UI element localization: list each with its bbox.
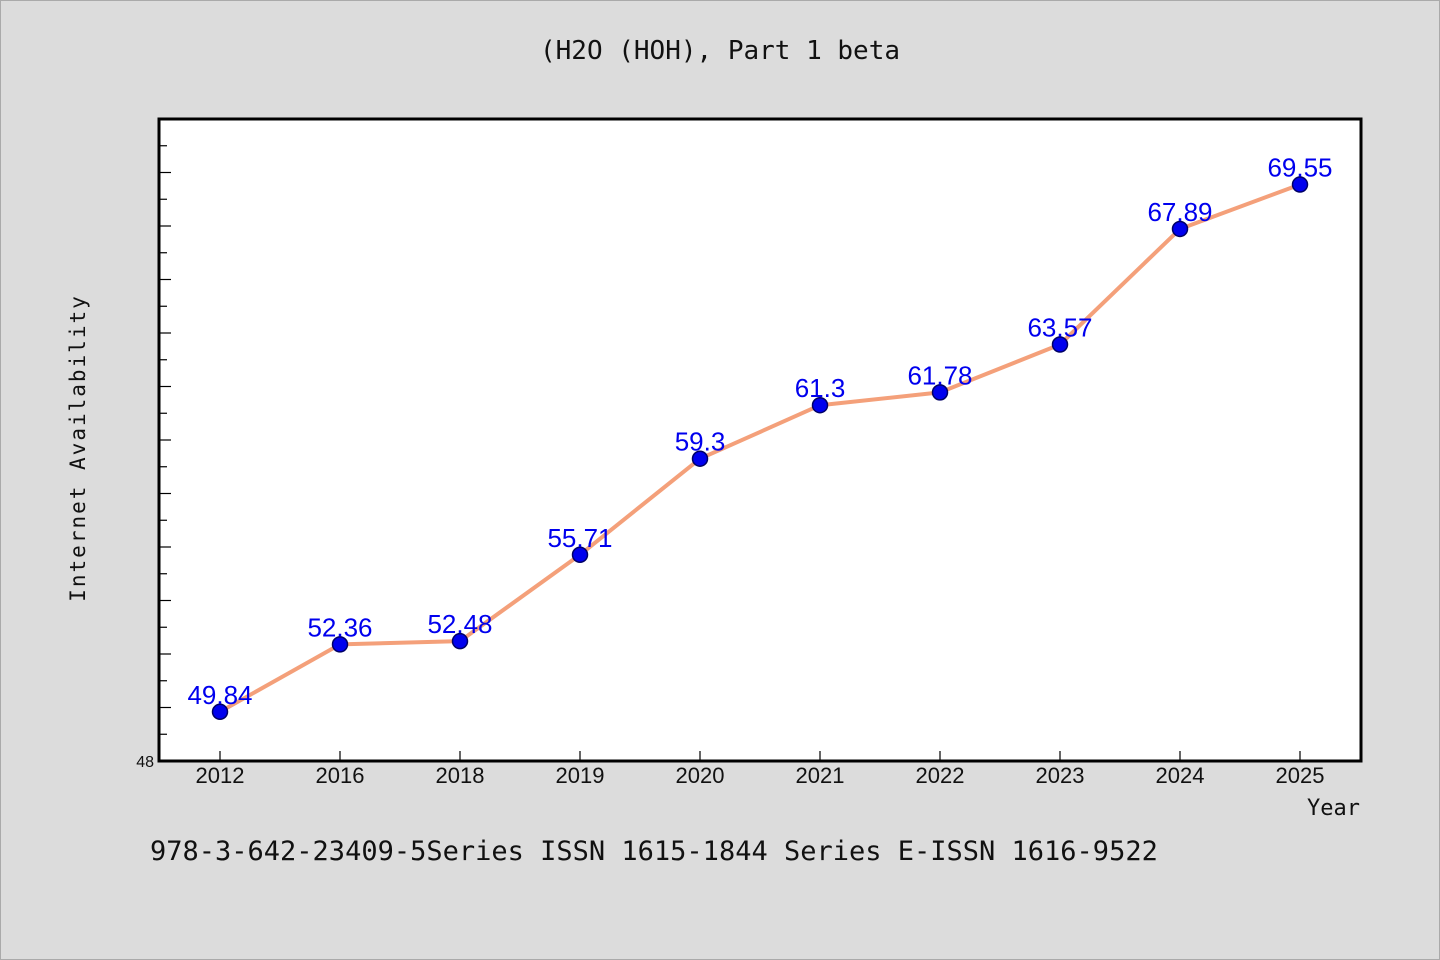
data-label: 49.84 <box>187 680 252 710</box>
data-label: 52.36 <box>307 612 372 642</box>
y-tick-label: 48 <box>136 754 154 771</box>
data-point <box>571 546 589 564</box>
x-axis-label: Year <box>1307 796 1360 821</box>
data-point <box>931 384 949 401</box>
data-label: 59.3 <box>675 427 726 457</box>
data-label: 52.48 <box>427 609 492 639</box>
data-point <box>1051 336 1069 353</box>
y-axis-ticks: 48 <box>136 145 171 771</box>
x-tick-label: 2023 <box>1036 763 1085 788</box>
x-tick-label: 2025 <box>1276 763 1325 788</box>
data-label: 55.71 <box>547 523 612 553</box>
data-point <box>211 703 229 721</box>
data-markers <box>211 176 1309 721</box>
series-line-group <box>218 182 1302 714</box>
footer-text: 978-3-642-23409-5Series ISSN 1615-1844 S… <box>150 836 1158 867</box>
data-point <box>1171 220 1189 238</box>
data-point <box>451 632 469 650</box>
series-line <box>218 182 1302 714</box>
x-tick-label: 2021 <box>796 763 845 788</box>
data-label: 61.3 <box>795 373 846 403</box>
data-point <box>811 396 829 414</box>
x-tick-label: 2012 <box>196 763 245 788</box>
data-label: 63.57 <box>1027 313 1092 343</box>
x-tick-label: 2016 <box>316 763 365 788</box>
x-tick-label: 2024 <box>1156 763 1205 788</box>
data-point <box>331 636 349 653</box>
data-label: 67.89 <box>1147 197 1212 227</box>
data-point <box>691 450 709 467</box>
x-tick-label: 2018 <box>436 763 485 788</box>
x-tick-label: 2019 <box>556 763 605 788</box>
data-labels: 49.84 52.36 52.48 55.71 59.3 61.3 61.78 63.57 67… <box>187 153 1332 710</box>
chart-title: (H2O (HOH), Part 1 beta <box>539 36 901 66</box>
x-axis-ticks: 2012 2016 2018 2019 2020 2021 2022 2023 2024 2025 <box>196 751 1325 788</box>
plot-area <box>157 117 1363 763</box>
data-point <box>1291 176 1309 193</box>
x-tick-label: 2022 <box>916 763 965 788</box>
data-label: 69.55 <box>1267 153 1332 183</box>
x-tick-label: 2020 <box>676 763 725 788</box>
data-label: 61.78 <box>907 360 972 390</box>
